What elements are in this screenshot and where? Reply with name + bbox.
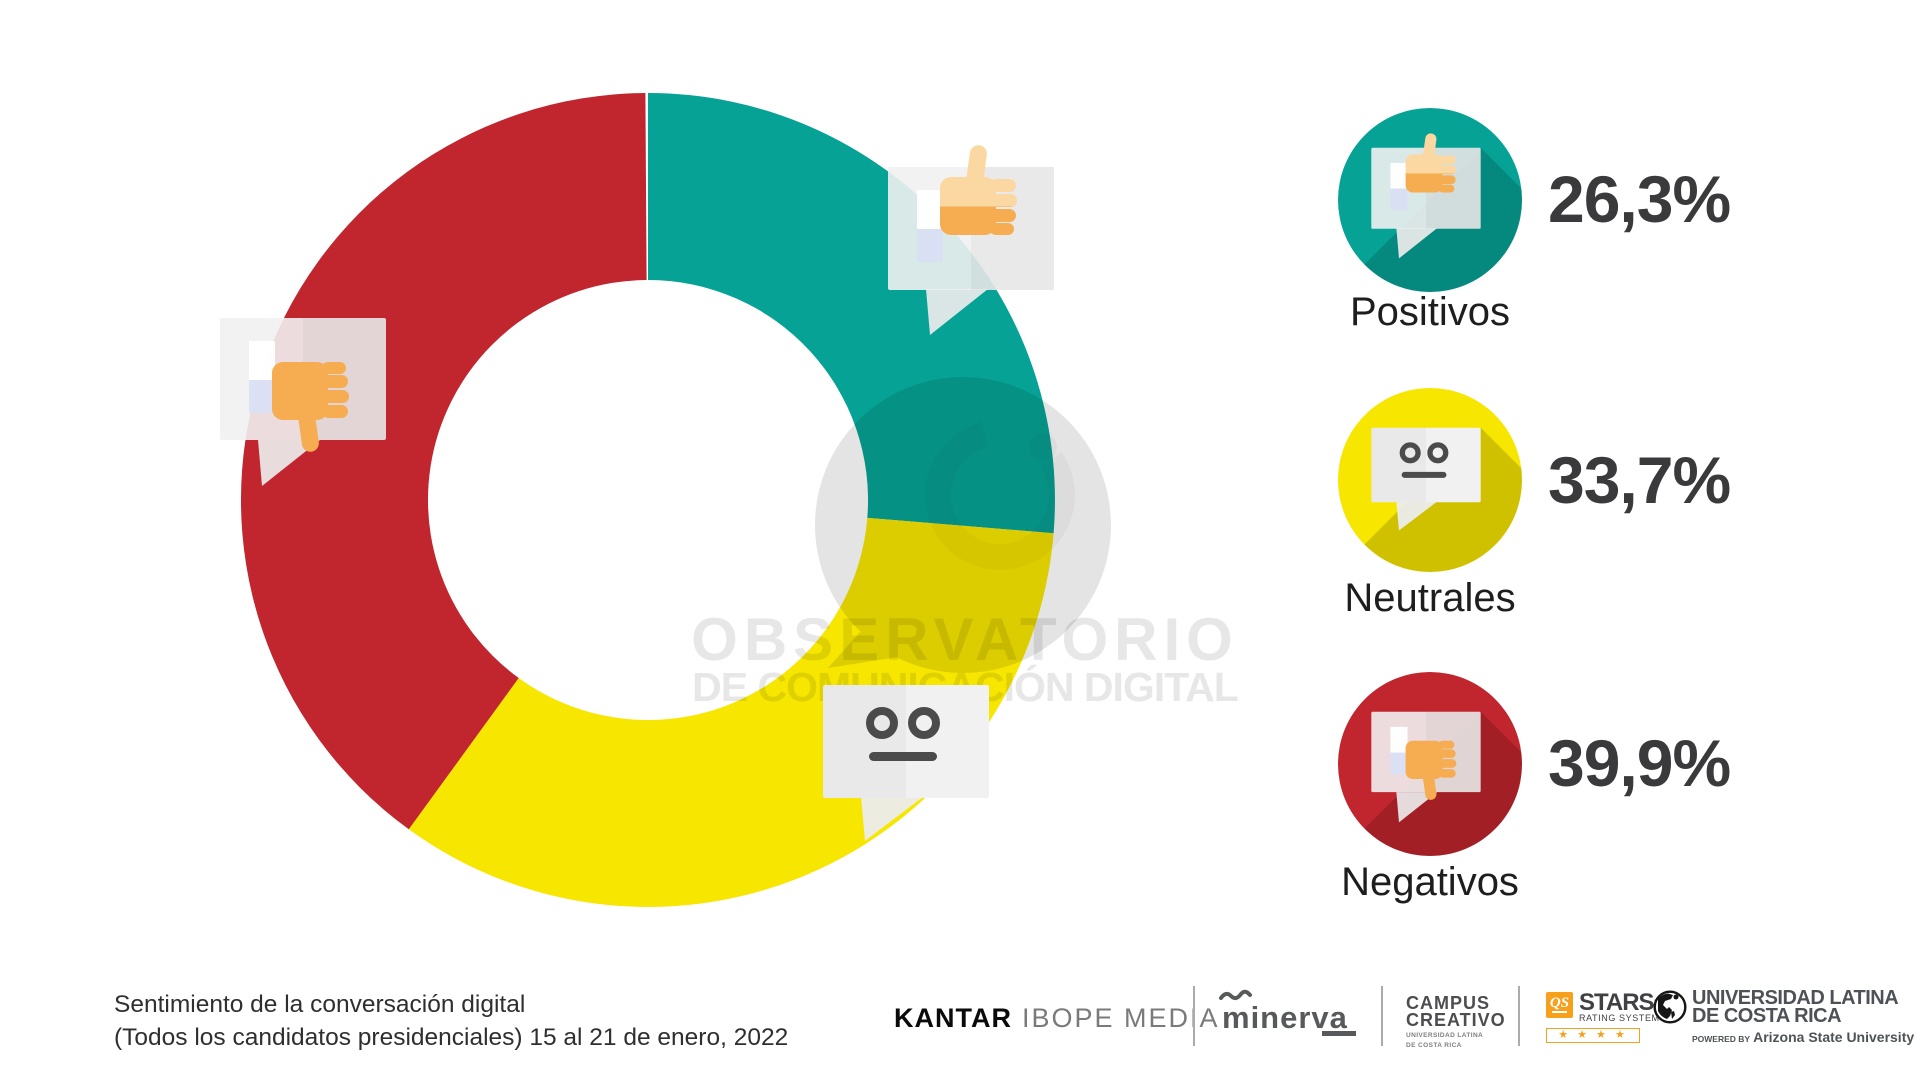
ibope-media-wordmark: IBOPE MEDIA — [1021, 1003, 1220, 1033]
thumbs-up-bubble-icon — [1370, 133, 1482, 260]
campus-sub1: UNIVERSIDAD LATINA — [1406, 1032, 1484, 1039]
minerva-logo: minerva — [1222, 1000, 1348, 1035]
minerva-wave-icon — [1219, 989, 1252, 1001]
universidad-latina-logo: UNIVERSIDAD LATINA DE COSTA RICA POWERED… — [1692, 987, 1915, 1047]
minerva-underline — [1322, 1031, 1356, 1036]
campus-line2: CREATIVO — [1406, 1010, 1506, 1030]
footer-divider — [1518, 986, 1520, 1046]
kantar-ibope-media-logo: KANTAR IBOPE MEDIA — [894, 1003, 1220, 1034]
campus-line1: CAMPUS — [1406, 993, 1491, 1013]
caption-line1: Sentimiento de la conversación digital — [114, 991, 526, 1018]
label-negativos: Negativos — [1341, 860, 1519, 904]
legend-icon-negativos — [1338, 672, 1522, 856]
campus-sub2: DE COSTA RICA — [1406, 1042, 1462, 1049]
footer-divider — [1193, 986, 1195, 1046]
chart-caption: Sentimiento de la conversación digital (… — [114, 988, 788, 1054]
legend-icon-positivos — [1338, 108, 1522, 292]
thumbs-up-bubble-icon — [886, 145, 1056, 337]
qs-stars-logo: QS STARS™ RATING SYSTEM ★ ★ ★ ★ — [1546, 989, 1663, 1043]
observatorio-eye-logo-watermark — [815, 377, 1111, 673]
caption-line2: (Todos los candidatos presidenciales) 15… — [114, 1024, 789, 1051]
label-neutrales: Neutrales — [1344, 576, 1516, 620]
qs-rating-system: RATING SYSTEM — [1579, 1013, 1660, 1023]
qs-badge-icon: QS — [1546, 992, 1573, 1018]
powered-by-label: POWERED BY — [1692, 1034, 1751, 1044]
qs-four-stars: ★ ★ ★ ★ — [1546, 1028, 1640, 1043]
footer-divider — [1381, 986, 1383, 1046]
label-positivos: Positivos — [1349, 290, 1511, 334]
globe-icon — [1653, 990, 1687, 1024]
watermark-line1: OBSERVATORIO — [691, 606, 1239, 673]
latina-line2: DE COSTA RICA — [1692, 1005, 1842, 1027]
neutral-face-bubble-icon — [821, 663, 991, 855]
percent-neutrales: 33,7% — [1548, 443, 1731, 517]
legend-icon-neutrales — [1338, 388, 1522, 572]
qs-stars-title: STARS™ — [1579, 989, 1663, 1016]
thumbs-down-bubble-icon — [218, 296, 388, 488]
kantar-wordmark: KANTAR — [894, 1003, 1012, 1033]
percent-positivos: 26,3% — [1548, 162, 1731, 236]
donut-segment-negativos — [240, 93, 647, 830]
campus-creativo-logo: CAMPUS CREATIVO UNIVERSIDAD LATINA DE CO… — [1406, 993, 1506, 1049]
asu-wordmark: Arizona State University — [1753, 1029, 1915, 1045]
latina-line1: UNIVERSIDAD LATINA — [1692, 987, 1899, 1009]
neutral-face-bubble-icon — [1370, 413, 1482, 540]
percent-negativos: 39,9% — [1548, 726, 1731, 800]
thumbs-down-bubble-icon — [1370, 697, 1482, 824]
